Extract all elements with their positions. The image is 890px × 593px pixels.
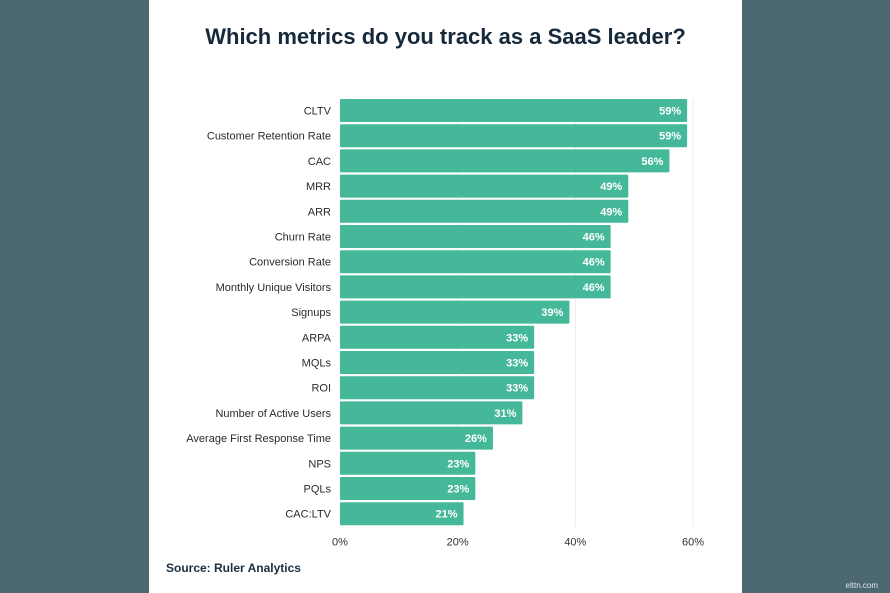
data-label: 56%: [641, 156, 663, 168]
category-label: Customer Retention Rate: [207, 131, 331, 143]
category-label: ROI: [311, 383, 331, 395]
bar: [340, 225, 611, 248]
data-label: 23%: [447, 484, 469, 496]
data-label: 26%: [465, 433, 487, 445]
bar: [340, 451, 476, 475]
bar: [340, 174, 629, 198]
category-label: MQLs: [302, 358, 332, 370]
data-label: 59%: [659, 106, 681, 118]
data-label: 23%: [447, 458, 469, 470]
bar: [340, 300, 570, 324]
bar: [340, 401, 523, 425]
category-label: Monthly Unique Visitors: [216, 282, 332, 294]
data-label: 59%: [659, 131, 681, 143]
data-label: 33%: [506, 358, 528, 370]
category-label: Number of Active Users: [215, 408, 331, 420]
category-label: Churn Rate: [275, 232, 331, 244]
category-label: PQLs: [303, 484, 331, 496]
bar: [340, 124, 688, 148]
data-label: 21%: [436, 509, 458, 521]
bar: [340, 149, 670, 173]
category-label: CAC: [308, 156, 331, 168]
category-label: Signups: [291, 307, 331, 319]
bar: [340, 199, 629, 223]
data-label: 49%: [600, 206, 622, 218]
bar: [340, 275, 611, 299]
category-label: Conversion Rate: [249, 257, 331, 269]
category-label: CLTV: [304, 106, 332, 118]
bar: [340, 250, 611, 274]
data-label: 46%: [583, 257, 605, 269]
x-tick-label: 0%: [332, 536, 348, 548]
data-label: 49%: [600, 181, 622, 193]
data-label: 39%: [541, 307, 563, 319]
category-label: ARPA: [302, 332, 332, 344]
data-label: 33%: [506, 332, 528, 344]
bar: [340, 325, 535, 349]
bar: [340, 502, 464, 526]
x-tick-label: 60%: [682, 536, 704, 548]
watermark: elttn.com: [845, 581, 878, 590]
bar: [340, 351, 535, 374]
x-tick-label: 40%: [564, 536, 586, 548]
bar: [340, 477, 476, 500]
category-label: Average First Response Time: [186, 433, 331, 445]
data-label: 33%: [506, 383, 528, 395]
bar: [340, 426, 493, 450]
category-label: CAC:LTV: [285, 509, 331, 521]
bar: [340, 99, 688, 122]
data-label: 46%: [583, 282, 605, 294]
data-label: 46%: [583, 232, 605, 244]
category-label: MRR: [306, 181, 331, 193]
bar: [340, 376, 535, 400]
data-label: 31%: [494, 408, 516, 420]
source-note: Source: Ruler Analytics: [166, 561, 301, 575]
x-tick-label: 20%: [447, 536, 469, 548]
category-label: NPS: [308, 458, 331, 470]
category-label: ARR: [308, 206, 331, 218]
chart-title: Which metrics do you track as a SaaS lea…: [205, 24, 686, 49]
